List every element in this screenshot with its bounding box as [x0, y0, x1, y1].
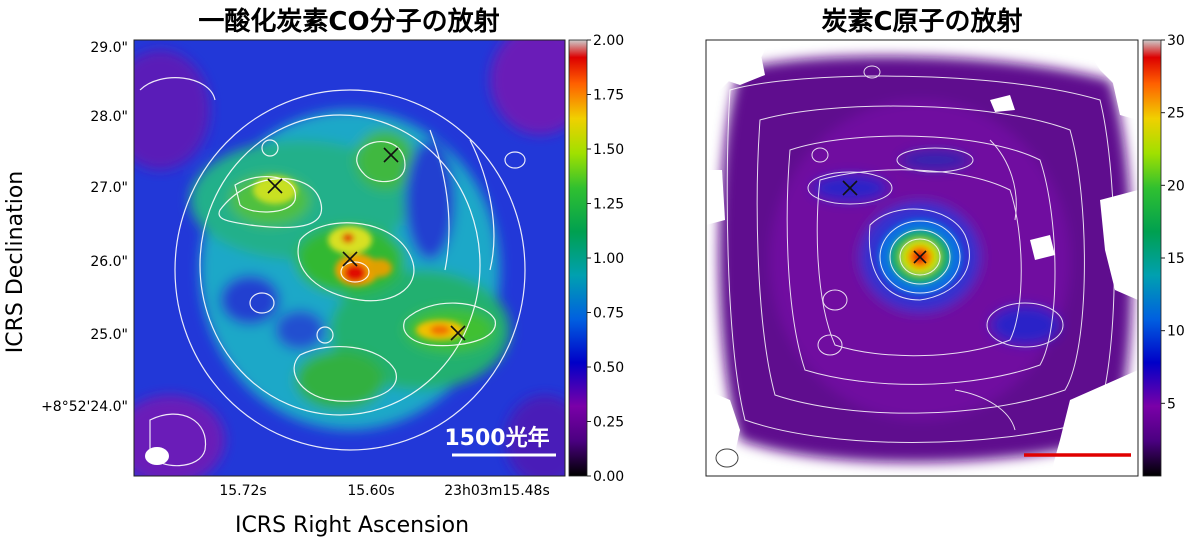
co-markers	[267, 147, 466, 341]
ci-colorbar-tick-label: 5	[1167, 396, 1176, 412]
x-tick-label: 15.60s	[347, 483, 394, 499]
ci-colorbar-ticks: 5 10 15 20 25 30	[1161, 33, 1185, 412]
ci-panel-title: 炭素C原子の放射	[821, 6, 1022, 37]
co-colorbar-gradient	[568, 39, 588, 477]
x-tick-label: 23h03m15.48s	[444, 483, 550, 499]
co-marker	[450, 325, 466, 341]
co-colorbar-tick-label: 0.00	[593, 469, 624, 485]
co-colorbar-tick-label: 0.50	[593, 360, 624, 376]
ci-colorbar-gradient	[1142, 39, 1162, 477]
y-axis-label: ICRS Declination	[3, 171, 28, 353]
y-tick-label: 27.0"	[90, 180, 128, 196]
x-tick-label: 15.72s	[219, 483, 266, 499]
ci-colorbar: 5 10 15 20 25 30	[1142, 33, 1185, 477]
co-plot-frame	[133, 39, 566, 477]
co-scale-bar-label: 1500光年	[444, 425, 549, 451]
y-axis: 29.0" 28.0" 27.0" 26.0" 25.0" +8°52'24.0…	[41, 40, 128, 415]
co-colorbar-tick-label: 0.75	[593, 306, 624, 322]
co-heatmap: 1500光年	[134, 40, 565, 476]
ci-colorbar-tick-label: 20	[1167, 178, 1185, 194]
ci-markers	[842, 180, 927, 264]
ci-plot-frame	[705, 39, 1139, 477]
ci-heatmap	[706, 40, 1138, 476]
co-beam-ellipse	[145, 447, 169, 465]
x-axis: 15.72s 15.60s 23h03m15.48s	[219, 483, 549, 499]
co-marker	[383, 147, 399, 163]
y-tick-label: 25.0"	[90, 327, 128, 343]
y-tick-label: +8°52'24.0"	[41, 399, 128, 415]
ci-colorbar-tick-label: 15	[1167, 251, 1185, 267]
ci-colorbar-tick-label: 30	[1167, 33, 1185, 49]
co-colorbar-tick-label: 1.00	[593, 251, 624, 267]
ci-marker	[842, 180, 858, 196]
co-colorbar-ticks: 0.00 0.25 0.50 0.75 1.00 1.25 1.50 1.75 2.00	[587, 33, 624, 485]
co-panel-title: 一酸化炭素CO分子の放射	[198, 6, 499, 37]
y-tick-label: 26.0"	[90, 254, 128, 270]
ci-marker	[913, 250, 927, 264]
co-colorbar: 0.00 0.25 0.50 0.75 1.00 1.25 1.50 1.75 2.00	[568, 33, 624, 485]
x-axis-label: ICRS Right Ascension	[235, 513, 469, 538]
ci-colorbar-tick-label: 10	[1167, 324, 1185, 340]
co-marker	[342, 251, 358, 267]
co-colorbar-tick-label: 1.75	[593, 88, 624, 104]
co-colorbar-tick-label: 1.50	[593, 142, 624, 158]
y-tick-label: 28.0"	[90, 109, 128, 125]
co-colorbar-tick-label: 2.00	[593, 33, 624, 49]
y-tick-label: 29.0"	[90, 40, 128, 56]
ci-beam-ellipse	[715, 448, 739, 468]
co-colorbar-tick-label: 0.25	[593, 415, 624, 431]
co-colorbar-tick-label: 1.25	[593, 197, 624, 213]
co-marker	[267, 178, 283, 194]
ci-colorbar-tick-label: 25	[1167, 106, 1185, 122]
